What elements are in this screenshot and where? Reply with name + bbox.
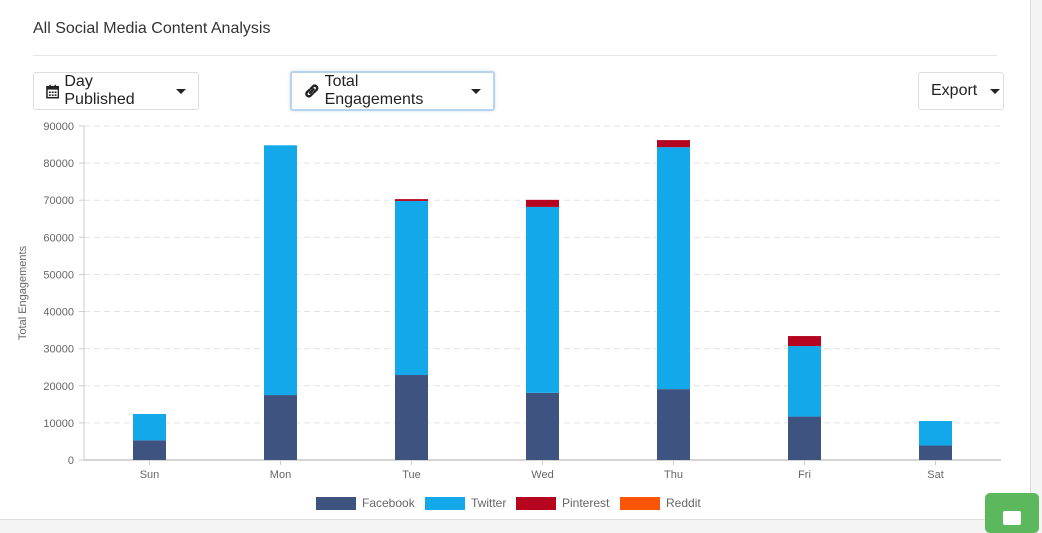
legend-swatch [516, 497, 556, 510]
x-tick-label: Thu [664, 469, 683, 481]
divider [33, 55, 997, 56]
y-tick-label: 70000 [43, 195, 74, 207]
caret-down-icon [990, 88, 1001, 94]
legend-label: Facebook [362, 496, 416, 510]
legend-item-pinterest[interactable]: Pinterest [516, 496, 610, 510]
y-tick-label: 0 [68, 455, 74, 467]
bar-facebook-mon[interactable] [264, 395, 297, 460]
y-tick-label: 30000 [43, 344, 74, 356]
y-tick-label: 40000 [43, 307, 74, 319]
y-axis-label: Total Engagements [17, 245, 29, 340]
bar-facebook-thu[interactable] [657, 389, 690, 460]
bar-twitter-thu[interactable] [657, 147, 690, 390]
bar-twitter-tue[interactable] [395, 200, 428, 376]
bar-facebook-sun[interactable] [133, 440, 166, 460]
x-tick-label: Mon [270, 469, 291, 481]
legend-label: Twitter [471, 496, 506, 510]
x-tick-label: Fri [798, 469, 811, 481]
bar-twitter-sun[interactable] [133, 413, 166, 441]
metric-label: Total Engagements [324, 73, 424, 108]
legend-swatch [316, 497, 356, 510]
chat-icon [1003, 511, 1021, 525]
x-tick-label: Tue [402, 469, 421, 481]
page-title: All Social Media Content Analysis [33, 20, 271, 37]
caret-down-icon [176, 88, 186, 94]
bar-pinterest-fri[interactable] [788, 336, 821, 347]
y-tick-label: 60000 [43, 232, 74, 244]
y-tick-label: 10000 [43, 418, 74, 430]
bar-facebook-wed[interactable] [526, 392, 559, 460]
legend-item-twitter[interactable]: Twitter [425, 496, 506, 510]
bar-facebook-tue[interactable] [395, 375, 428, 460]
metric-dropdown[interactable]: Total Engagements [290, 71, 495, 111]
x-tick-label: Wed [531, 469, 553, 481]
chat-widget-button[interactable] [985, 493, 1039, 533]
chart-card: All Social Media Content Analysis Day Pu… [0, 0, 1031, 520]
x-tick-label: Sat [927, 469, 944, 481]
bar-facebook-fri[interactable] [788, 416, 821, 460]
legend-item-facebook[interactable]: Facebook [316, 496, 416, 510]
legend-item-reddit[interactable]: Reddit [620, 496, 701, 510]
y-tick-label: 50000 [43, 269, 74, 281]
caret-down-icon [471, 88, 481, 94]
legend-swatch [425, 497, 465, 510]
x-tick-label: Sun [140, 469, 160, 481]
export-label: Export [931, 82, 978, 99]
group-by-dropdown[interactable]: Day Published [33, 72, 199, 110]
bar-facebook-sat[interactable] [919, 445, 952, 460]
legend-label: Pinterest [562, 496, 610, 510]
calendar-icon [46, 84, 60, 98]
bar-twitter-mon[interactable] [264, 145, 297, 396]
bar-pinterest-thu[interactable] [657, 140, 690, 148]
bar-pinterest-tue[interactable] [395, 199, 428, 201]
y-tick-label: 90000 [43, 121, 74, 133]
bar-twitter-wed[interactable] [526, 206, 559, 393]
stacked-bar-chart: Total Engagements 0 10000 20000 30000 40000 5… [17, 121, 1001, 510]
legend-swatch [620, 497, 660, 510]
link-icon [305, 84, 319, 98]
group-by-label: Day Published [64, 73, 135, 108]
y-tick-label: 20000 [43, 381, 74, 393]
y-tick-label: 80000 [43, 158, 74, 170]
bar-pinterest-wed[interactable] [526, 199, 559, 207]
export-button[interactable]: Export [918, 72, 1004, 110]
bar-twitter-sat[interactable] [919, 421, 952, 446]
legend-label: Reddit [666, 496, 701, 510]
bar-twitter-fri[interactable] [788, 346, 821, 417]
